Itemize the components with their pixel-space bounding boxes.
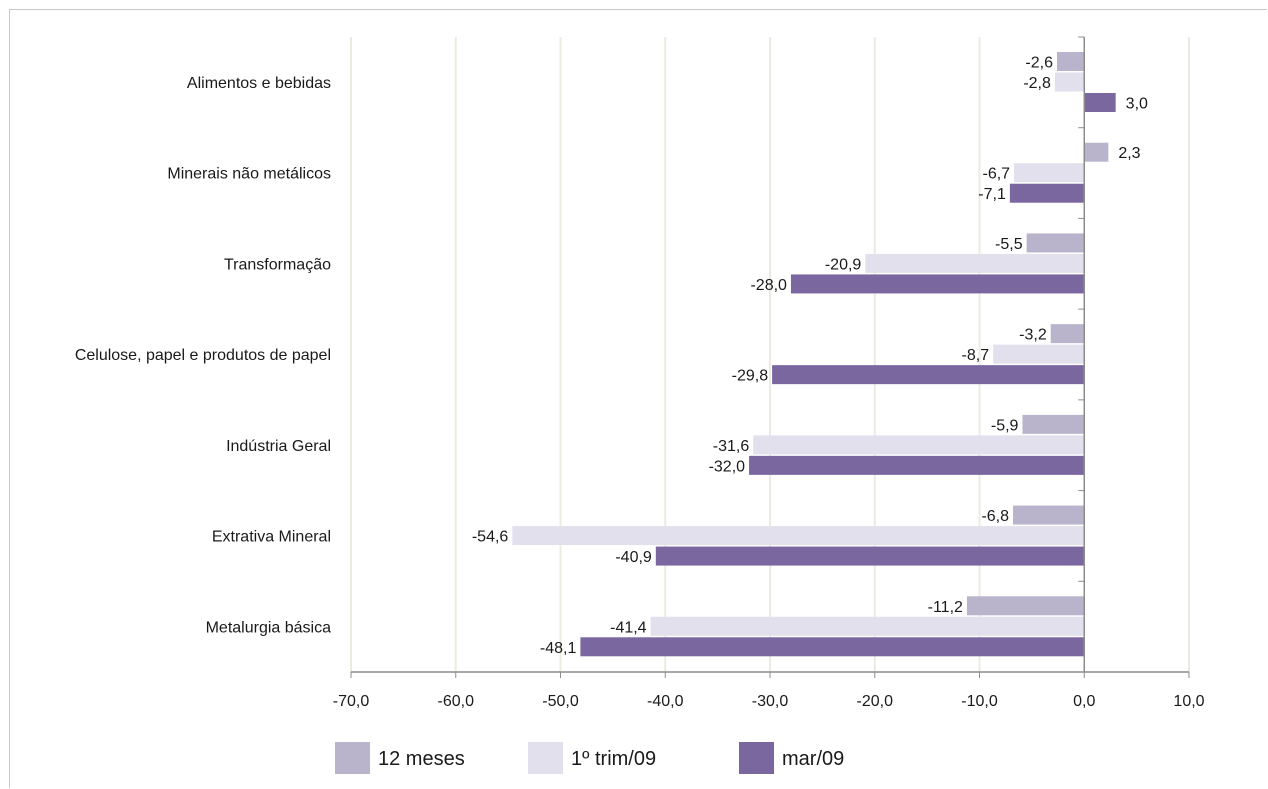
data-label: -32,0 (709, 458, 746, 475)
bar (650, 616, 1085, 636)
data-label: -54,6 (472, 529, 509, 546)
data-label: -2,8 (1023, 75, 1051, 92)
category-label: Celulose, papel e produtos de papel (75, 347, 331, 364)
bar (1009, 183, 1085, 203)
bar (512, 526, 1085, 546)
data-label: -40,9 (615, 549, 652, 566)
bar (1084, 142, 1109, 162)
legend: 12 meses 1º trim/09 mar/09 (335, 742, 844, 774)
data-label: -5,9 (991, 417, 1019, 434)
legend-label: mar/09 (782, 748, 844, 770)
category-label: Transformação (224, 256, 331, 273)
bar (1022, 414, 1085, 434)
category-label: Extrativa Mineral (212, 529, 331, 546)
x-tick-label: -40,0 (647, 693, 684, 710)
category-label: Metalurgia básica (206, 619, 332, 636)
bars (512, 52, 1116, 657)
data-label: -6,8 (981, 508, 1009, 525)
bar (1054, 72, 1085, 92)
category-label: Minerais não metálicos (167, 166, 331, 183)
data-label: -5,5 (995, 236, 1023, 253)
bar (865, 253, 1085, 273)
data-label: -28,0 (750, 277, 787, 294)
bar (749, 455, 1085, 475)
category-label: Indústria Geral (226, 438, 331, 455)
x-tick-label: -70,0 (333, 693, 370, 710)
bar (655, 546, 1085, 566)
data-label: 3,0 (1126, 96, 1148, 113)
data-label: -48,1 (540, 640, 577, 657)
x-tick-label: -10,0 (961, 693, 998, 710)
data-label: 2,3 (1118, 145, 1140, 162)
axes (350, 36, 1190, 678)
data-label: -41,4 (610, 619, 647, 636)
bar (1057, 52, 1085, 71)
bar (1026, 233, 1085, 253)
bar (993, 344, 1085, 364)
gridlines (350, 37, 1190, 672)
data-label: -11,2 (928, 599, 963, 616)
legend-swatch (739, 742, 774, 774)
legend-swatch (335, 742, 370, 774)
bar (966, 596, 1085, 616)
bar (580, 637, 1085, 657)
data-label: -3,2 (1019, 327, 1047, 344)
data-label: -7,1 (978, 186, 1006, 203)
bar (1014, 163, 1085, 183)
data-label: -29,8 (732, 368, 769, 385)
bar (1084, 93, 1116, 112)
x-tick-label: -30,0 (752, 693, 789, 710)
bar (1013, 505, 1085, 525)
data-label: -20,9 (825, 256, 862, 273)
bar (753, 435, 1085, 455)
data-label: -6,7 (982, 166, 1010, 183)
data-label: -31,6 (713, 438, 750, 455)
x-tick-label: 0,0 (1073, 693, 1095, 710)
x-tick-label: -20,0 (857, 693, 894, 710)
bar (1050, 324, 1085, 344)
bar (790, 274, 1085, 294)
data-labels: -2,6 -2,8 3,0 2,3 -6,7 -7,1 -5,5 -20,9 -28,0 -3,2… (472, 55, 1148, 657)
legend-label: 12 meses (378, 748, 465, 770)
data-label: -8,7 (962, 347, 990, 364)
x-tick-label: 10,0 (1173, 693, 1204, 710)
legend-label: 1º trim/09 (571, 748, 656, 770)
x-tick-label: -60,0 (438, 693, 475, 710)
bar (772, 365, 1085, 385)
legend-swatch (528, 742, 563, 774)
chart-frame (9, 9, 1267, 788)
data-label: -2,6 (1025, 55, 1053, 72)
x-tick-label: -50,0 (542, 693, 579, 710)
category-label: Alimentos e bebidas (187, 75, 331, 92)
category-labels: Alimentos e bebidas Minerais não metálico… (75, 75, 331, 636)
x-tick-labels: -70,0 -60,0 -50,0 -40,0 -30,0 -20,0 -10,0 0,0 10… (333, 693, 1205, 710)
